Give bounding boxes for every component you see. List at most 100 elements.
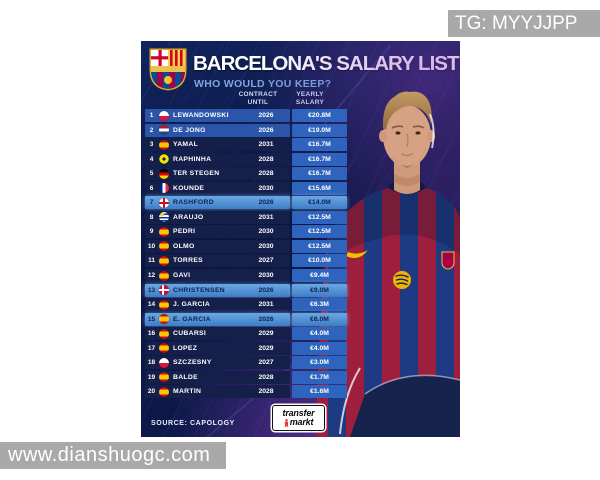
table-row: 5 TER STEGEN 2028 €16.7M [145,167,347,181]
player-row-bar: 17 LÓPEZ 2029 [145,341,290,355]
rank-number: 6 [149,184,154,192]
salary-value: €20.8M [308,112,331,119]
spain-flag-icon [159,270,169,281]
contract-year: 2027 [258,257,274,265]
rank-number: 20 [147,388,156,396]
brazil-flag-icon [159,154,169,165]
player-name: MARTÍN [173,388,202,396]
website-watermark: www.dianshuogc.com [0,442,226,469]
transfermarkt-man-icon [284,418,289,427]
salary-value: €3.0M [310,359,329,367]
contract-year: 2026 [258,199,274,207]
salary-cell: €16.7M [292,152,347,166]
spain-flag-icon [159,299,169,310]
rank-number: 16 [147,330,156,338]
england-flag-icon [159,197,169,208]
player-row-bar: 13 CHRISTENSEN 2026 [145,283,290,297]
rank-number: 14 [147,301,156,309]
salary-value: €12.5M [308,242,331,250]
salary-cell: €6.0M [292,312,347,326]
table-row: 3 YAMAL 2031 €16.7M [145,138,347,152]
transfermarkt-logo-line2: markt [289,417,314,427]
player-row-bar: 1 LEWANDOWSKI 2026 [145,109,290,122]
spain-flag-icon [159,226,169,237]
denmark-flag-icon [159,285,169,296]
player-name: J. GARCÍA [173,301,211,309]
contract-year: 2028 [258,170,274,178]
player-name: ARAUJO [173,213,204,221]
contract-year: 2027 [258,359,274,367]
player-name: LÓPEZ [173,344,198,352]
salary-value: €10.0M [308,257,331,265]
transfermarkt-logo-line1: transfer [282,407,315,418]
contract-year: 2026 [258,286,274,294]
salary-cell: €1.6M [292,385,347,399]
page-subtitle: WHO WOULD YOU KEEP? [194,78,332,90]
rank-number: 8 [149,213,154,221]
table-row: 13 CHRISTENSEN 2026 €9.0M [145,283,347,297]
table-row: 6 KOUNDÉ 2030 €15.6M [145,181,347,195]
player-name: PEDRI [173,228,196,236]
salary-infographic: BARCELONA'S SALARY LIST WHO WOULD YOU KE… [141,41,460,437]
salary-value: €16.7M [308,141,331,149]
salary-cell: €10.0M [292,254,347,268]
player-name: OLMO [173,242,195,250]
salary-value: €19.0M [308,126,331,134]
telegram-watermark: TG: MYYJJPP [448,10,600,37]
table-row: 18 SZCZESNY 2027 €3.0M [145,356,347,370]
spain-flag-icon [159,314,169,325]
rank-number: 7 [149,199,154,207]
rank-number: 3 [149,141,154,149]
rank-number: 10 [147,242,156,250]
table-row: 2 DE JONG 2026 €19.0M [145,123,347,137]
rank-number: 4 [149,155,154,163]
table-row: 1 LEWANDOWSKI 2026 €20.8M [145,109,347,122]
salary-value: €4.0M [310,330,329,338]
table-row: 17 LÓPEZ 2029 €4.0M [145,341,347,355]
contract-year: 2031 [258,141,274,149]
player-row-bar: 4 RAPHINHA 2028 [145,152,290,166]
rank-number: 5 [149,170,154,178]
contract-year: 2026 [258,126,274,134]
salary-value: €4.0M [310,344,329,352]
table-row: 11 TORRES 2027 €10.0M [145,254,347,268]
player-row-bar: 14 J. GARCÍA 2031 [145,298,290,312]
player-row-bar: 12 GAVI 2030 [145,269,290,283]
rank-number: 13 [147,286,156,294]
player-row-bar: 2 DE JONG 2026 [145,123,290,137]
table-row: 10 OLMO 2030 €12.5M [145,239,347,253]
germany-flag-icon [159,168,169,179]
player-row-bar: 10 OLMO 2030 [145,239,290,253]
salary-cell: €12.5M [292,225,347,239]
salary-value: €12.5M [308,213,331,221]
player-name: SZCZESNY [173,359,212,367]
salary-cell: €12.5M [292,239,347,253]
salary-value: €12.5M [308,228,331,236]
table-row: 12 GAVI 2030 €9.4M [145,269,347,283]
contract-year: 2026 [258,112,274,119]
player-row-bar: 7 RASHFORD 2026 [145,196,290,210]
player-row-bar: 20 MARTÍN 2028 [145,385,290,399]
player-name: TORRES [173,257,203,265]
table-row: 7 RASHFORD 2026 €14.0M [145,196,347,210]
player-row-bar: 8 ARAUJO 2031 [145,210,290,224]
salary-cell: €9.0M [292,283,347,297]
contract-year: 2029 [258,330,274,338]
france-flag-icon [159,183,169,194]
salary-value: €9.4M [310,272,329,280]
player-row-bar: 15 E. GARCÍA 2026 [145,312,290,326]
player-name: KOUNDÉ [173,184,205,192]
player-name: DE JONG [173,126,206,134]
salary-cell: €20.8M [292,109,347,122]
player-name: TER STEGEN [173,170,220,178]
page-title: BARCELONA'S SALARY LIST [193,52,459,75]
netherlands-flag-icon [159,125,169,136]
player-row-bar: 18 SZCZESNY 2027 [145,356,290,370]
contract-year: 2030 [258,242,274,250]
contract-year: 2029 [258,344,274,352]
uruguay-flag-icon [159,212,169,223]
contract-year: 2031 [258,213,274,221]
rank-number: 19 [147,373,156,381]
spain-flag-icon [159,241,169,252]
